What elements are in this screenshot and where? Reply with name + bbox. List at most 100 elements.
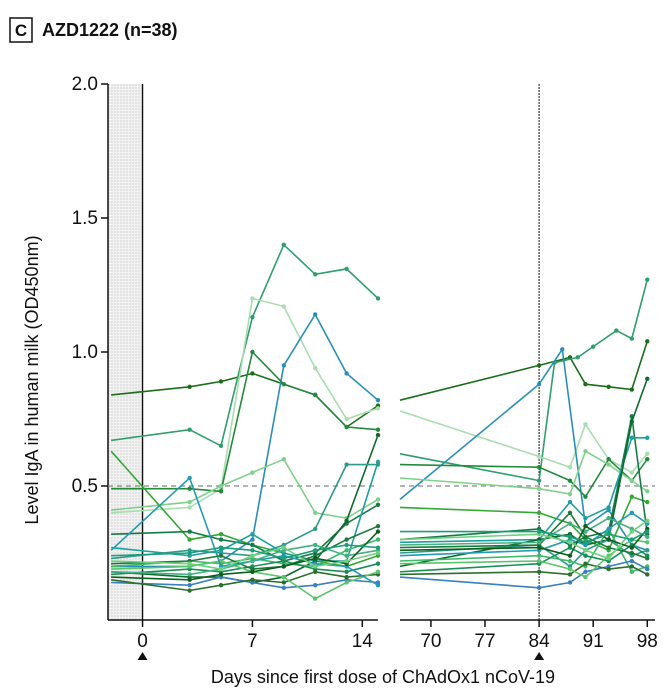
data-point [344,518,349,524]
y-tick-label: 2.0 [72,74,98,95]
data-point [645,566,650,572]
data-point [629,537,635,542]
data-point [250,542,255,548]
data-point [250,553,255,558]
series [111,349,650,499]
x-tick-label: 0 [137,631,148,652]
data-point [629,569,635,574]
data-point [583,448,588,454]
data-point [344,462,349,467]
x-tick-label: 98 [637,631,658,652]
data-point [536,553,542,558]
data-point [560,347,565,352]
data-point [567,499,573,505]
series-line [111,576,379,589]
data-point [645,548,650,553]
data-point [250,537,255,542]
data-point [281,242,287,247]
data-point [606,515,611,521]
data-point [281,580,287,585]
data-point [375,296,381,301]
tick-labels: 0.5 1.0 1.5 2.0 0 7 14 70 77 84 91 98 [72,74,658,652]
data-point [583,494,588,499]
data-point [218,443,224,448]
series [111,542,650,576]
series [110,561,650,593]
series [111,529,650,561]
data-point [645,435,650,440]
chart-title: AZD1222 (n=38) [42,20,178,40]
series-line [111,350,379,493]
x-axis-title: Days since first dose of ChAdOx1 nCoV-19 [211,667,555,687]
data-point [375,406,381,411]
data-point [629,564,635,569]
data-point [606,526,611,532]
data-point [187,582,192,588]
data-point [344,558,349,564]
series [111,524,650,582]
data-point [218,489,224,494]
data-point [567,566,573,572]
dose-marker [534,652,545,660]
data-point [250,577,255,582]
data-point [629,387,635,392]
data-point [614,328,619,333]
data-point [536,363,542,368]
data-point [567,510,573,515]
data-point [629,558,635,564]
data-point [187,588,192,593]
data-point [536,529,542,534]
data-point [590,344,596,349]
series-line [111,546,379,570]
data-point [645,534,650,540]
data-point [567,545,573,550]
data-point [567,478,573,483]
pre-dose-region [108,84,143,620]
series [110,242,650,483]
data-point [187,486,192,491]
data-point [218,572,224,577]
data-point [606,462,611,467]
y-tick-label: 1.0 [72,342,98,363]
data-point [218,566,224,572]
data-point [375,398,381,403]
data-point [375,502,381,507]
data-point [629,494,635,499]
data-point [187,384,192,390]
x-tick-label: 77 [474,631,495,652]
data-point [250,558,255,564]
series-line [110,243,379,447]
series [111,510,650,572]
series [111,448,650,521]
data-point [313,392,318,398]
data-point [375,432,381,438]
data-point [281,545,287,550]
data-point [606,556,611,561]
data-point [281,363,287,368]
data-point [375,497,381,502]
data-point [281,585,287,591]
data-point [344,569,349,574]
data-point [313,548,318,553]
data-point [344,371,349,376]
data-point [250,314,255,320]
series-line [111,525,379,570]
data-point [536,558,542,564]
data-point [313,569,318,574]
data-point [567,553,573,558]
panel-letter: C [15,21,27,40]
data-point [281,304,287,309]
data-point [344,580,349,585]
x-tick-label: 14 [352,631,374,652]
data-point [583,548,588,553]
series-line [111,461,379,562]
series-line [399,341,649,401]
data-point [250,349,255,355]
data-point [250,569,255,574]
data-point [567,491,573,497]
data-point [375,524,381,529]
data-point [629,435,635,440]
data-point [250,470,255,475]
data-point [583,574,588,580]
